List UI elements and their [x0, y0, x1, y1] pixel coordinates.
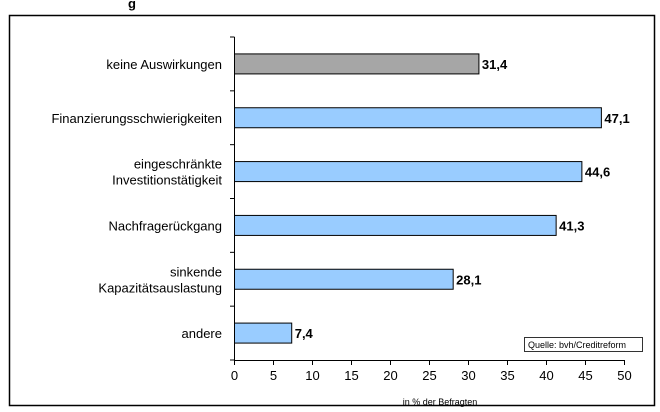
bar-5 [234, 322, 293, 344]
category-label: sinkende Kapazitätsauslastung [98, 264, 222, 295]
x-tick-label: 30 [461, 368, 475, 383]
chart-bars [234, 53, 602, 344]
bar-0 [234, 53, 480, 75]
x-tick-label: 10 [305, 368, 319, 383]
x-tick-label: 0 [231, 368, 238, 383]
category-label: Finanzierungsschwierigkeiten [51, 111, 222, 126]
bar-value-label: 31,4 [482, 57, 508, 72]
x-tick-label: 25 [422, 368, 436, 383]
chart-axes [230, 36, 625, 365]
bar-value-label: 44,6 [585, 165, 610, 180]
category-label: Nachfragerückgang [109, 218, 222, 233]
bar-1 [234, 107, 602, 129]
source-box [524, 337, 643, 352]
x-tick-label: 45 [578, 368, 592, 383]
bar-3 [234, 214, 557, 236]
chart-labels: 0 5 10 15 20 25 30 35 40 45 50 31,4 keine Auswirkung… [51, 57, 631, 383]
category-label: keine Auswirkungen [106, 57, 222, 72]
x-tick-label: 35 [500, 368, 514, 383]
chart-frame [8, 14, 656, 407]
category-label: eingeschränkte Investitionstätigkeit [112, 157, 222, 188]
bar-value-label: 28,1 [456, 272, 481, 287]
bar-value-label: 7,4 [295, 326, 314, 341]
chart-title-fragment: g [128, 0, 136, 11]
bar-4 [234, 268, 454, 290]
source-label: Quelle: bvh/Creditreform [528, 340, 626, 350]
x-tick-label: 50 [617, 368, 631, 383]
x-axis-title: in % der Befragten [403, 397, 478, 407]
x-tick-label: 40 [539, 368, 553, 383]
x-tick-label: 20 [383, 368, 397, 383]
bar-2 [234, 161, 583, 183]
category-label: andere [182, 326, 222, 341]
bar-value-label: 47,1 [604, 111, 629, 126]
x-tick-label: 5 [270, 368, 277, 383]
bar-value-label: 41,3 [559, 218, 584, 233]
x-tick-label: 15 [344, 368, 358, 383]
